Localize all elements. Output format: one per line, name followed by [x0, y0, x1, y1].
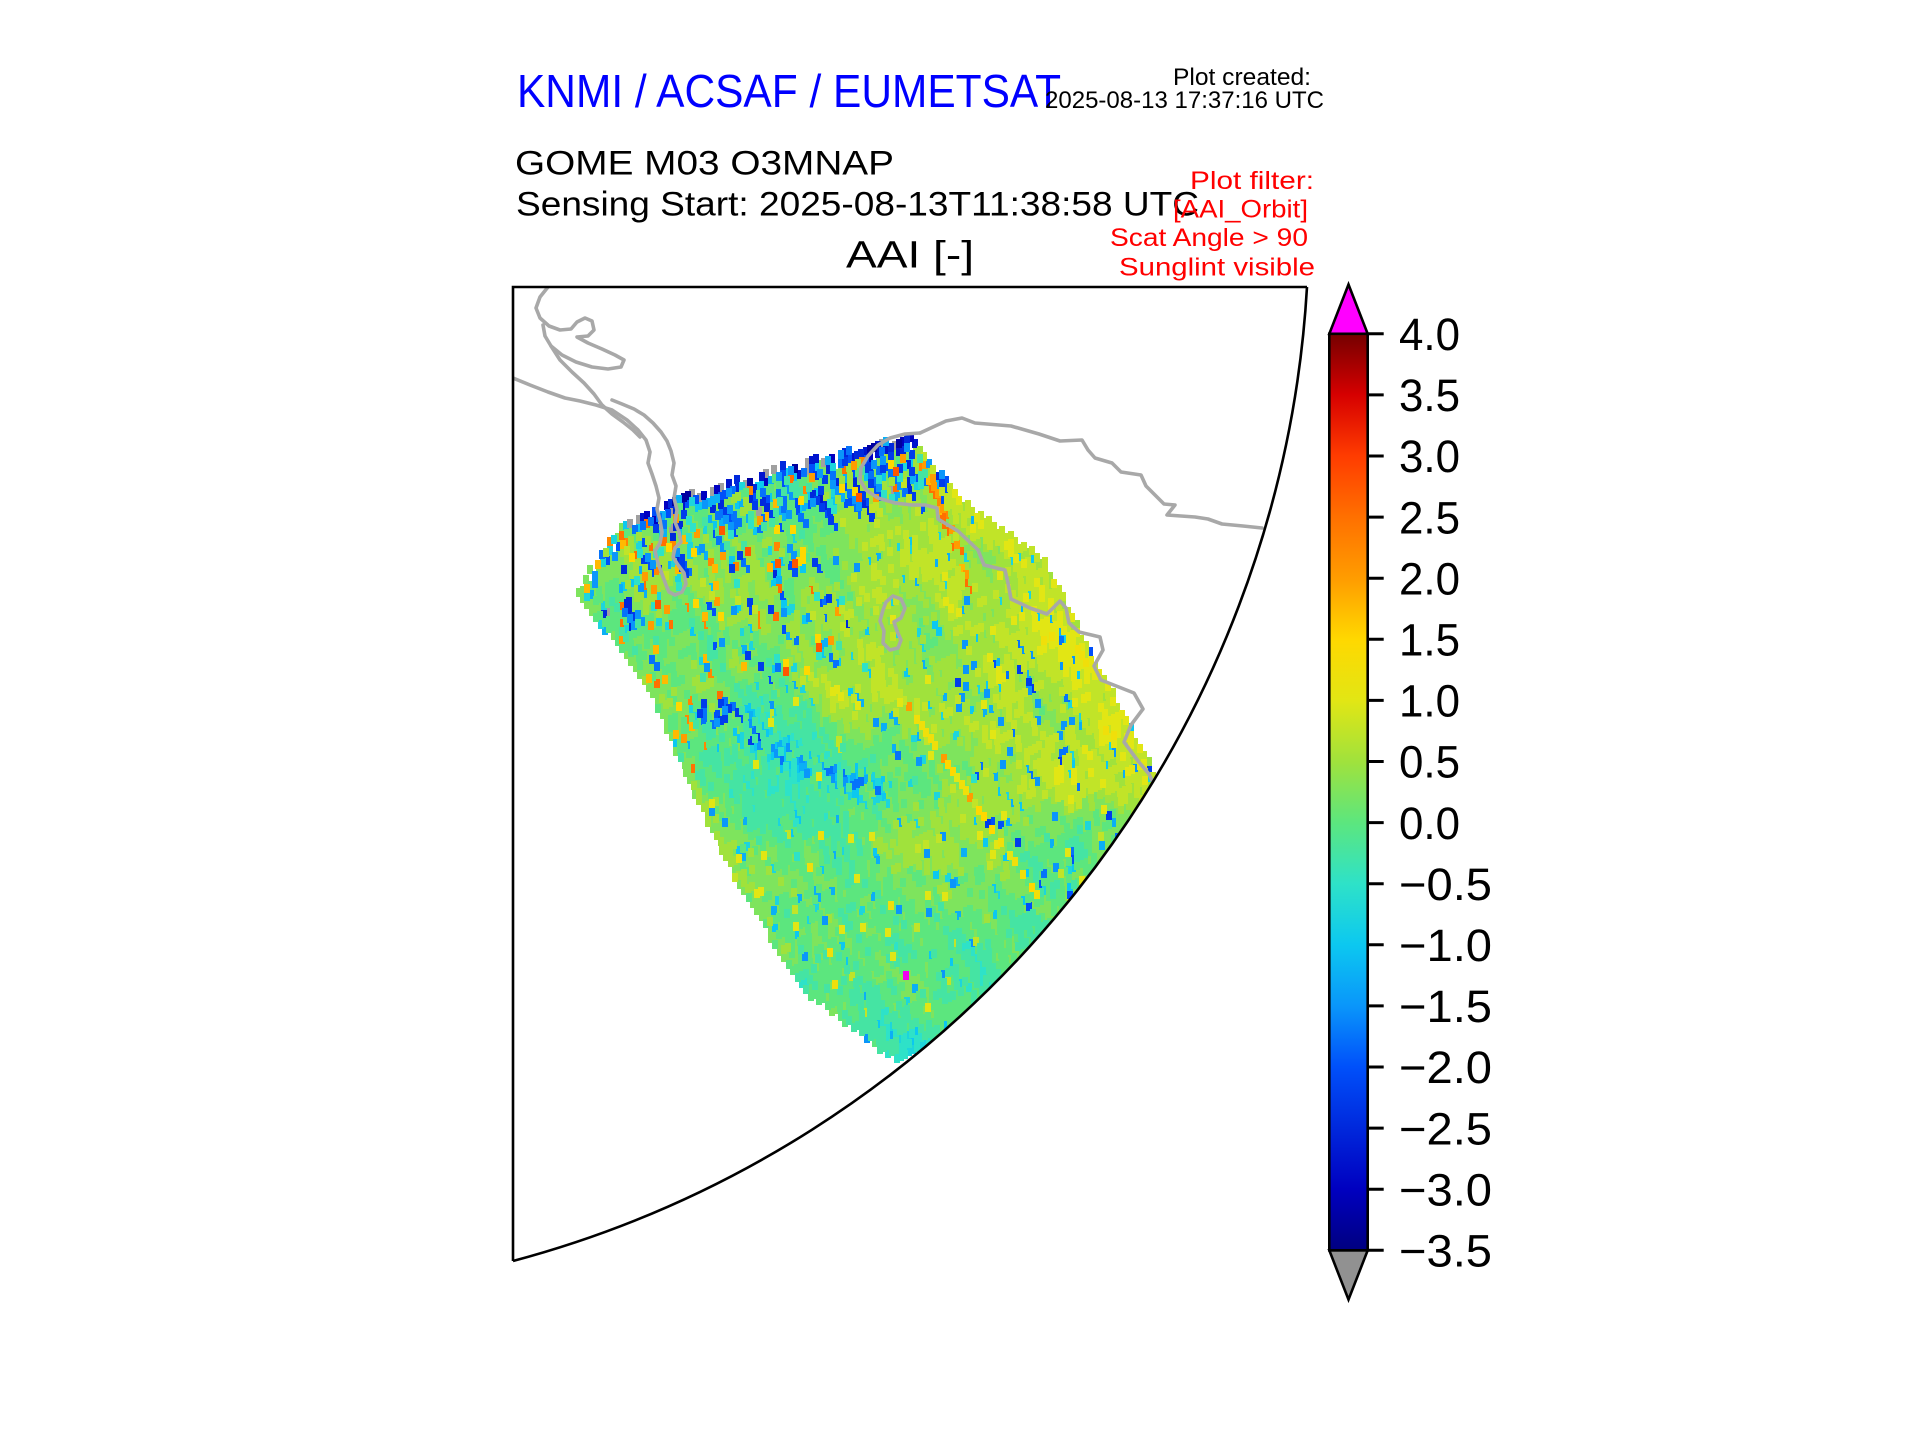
svg-text:2.5: 2.5 [1399, 492, 1460, 543]
svg-text:1.0: 1.0 [1399, 676, 1460, 727]
svg-text:−1.5: −1.5 [1399, 981, 1492, 1032]
svg-text:1.5: 1.5 [1399, 615, 1460, 666]
svg-text:Sensing Start: 2025-08-13T11:3: Sensing Start: 2025-08-13T11:38:58 UTC [516, 186, 1199, 224]
svg-text:GOME M03 O3MNAP: GOME M03 O3MNAP [515, 145, 894, 183]
svg-text:Scat Angle > 90: Scat Angle > 90 [1110, 224, 1308, 252]
svg-text:−2.5: −2.5 [1399, 1103, 1492, 1154]
svg-text:KNMI / ACSAF / EUMETSAT: KNMI / ACSAF / EUMETSAT [517, 65, 1061, 117]
svg-text:2025-08-13 17:37:16 UTC: 2025-08-13 17:37:16 UTC [1045, 87, 1324, 114]
svg-text:3.0: 3.0 [1399, 431, 1460, 482]
svg-text:Sunglint visible: Sunglint visible [1119, 254, 1315, 282]
svg-text:−3.5: −3.5 [1399, 1226, 1492, 1277]
svg-text:−0.5: −0.5 [1399, 859, 1492, 910]
svg-text:0.5: 0.5 [1399, 737, 1460, 788]
svg-text:−2.0: −2.0 [1399, 1042, 1492, 1093]
svg-text:4.0: 4.0 [1399, 309, 1460, 360]
svg-text:[AAI_Orbit]: [AAI_Orbit] [1173, 196, 1308, 224]
svg-text:3.5: 3.5 [1399, 370, 1460, 421]
svg-text:2.0: 2.0 [1399, 553, 1460, 604]
svg-text:Plot created:: Plot created: [1173, 64, 1311, 91]
svg-text:−1.0: −1.0 [1399, 920, 1492, 971]
svg-text:Plot filter:: Plot filter: [1190, 167, 1314, 195]
svg-text:AAI [-]: AAI [-] [846, 235, 974, 277]
svg-text:−3.0: −3.0 [1399, 1164, 1492, 1215]
svg-text:0.0: 0.0 [1399, 798, 1460, 849]
